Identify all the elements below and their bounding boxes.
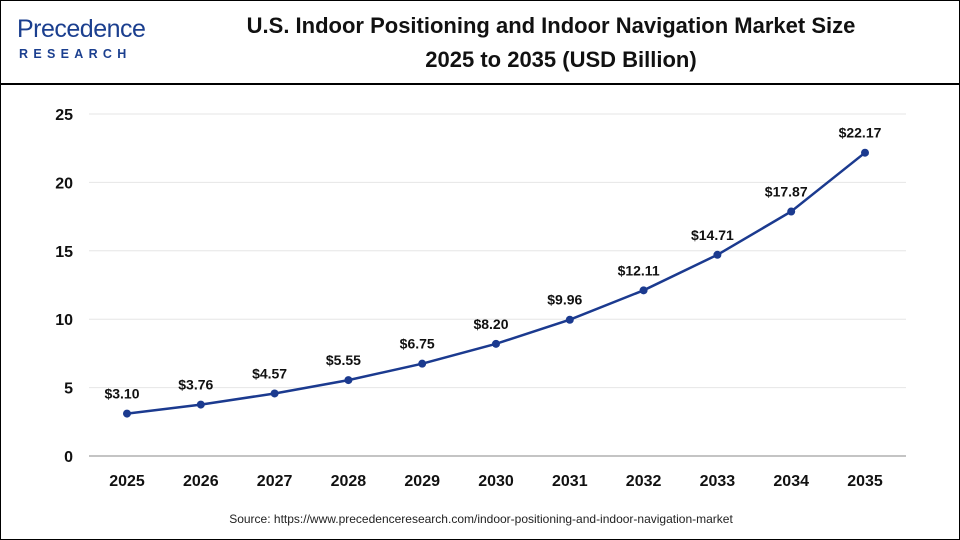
data-point [123,409,131,418]
x-tick-label: 2027 [257,473,293,490]
y-tick-label: 10 [55,312,73,329]
x-tick-label: 2035 [847,473,883,490]
data-label: $17.87 [765,184,808,200]
data-point [861,148,869,157]
x-tick-label: 2025 [109,473,145,490]
header-divider [1,83,959,85]
x-tick-label: 2026 [183,473,219,490]
data-point [565,315,574,324]
data-label: $6.75 [400,336,435,352]
x-tick-label: 2033 [700,473,736,490]
logo-name: Precedence [17,15,146,43]
data-label: $8.20 [473,316,508,332]
y-tick-label: 5 [64,381,73,398]
brand-logo: Precedence RESEARCH [17,15,167,65]
data-label: $4.57 [252,365,287,381]
x-axis-ticks: 2025 2026 2027 2028 2029 2030 2031 2032 2033 2034… [109,473,883,490]
logo-subtitle: RESEARCH [19,47,132,61]
source-note: Source: https://www.precedenceresearch.c… [229,512,733,526]
data-point [787,207,796,216]
y-tick-label: 25 [55,107,73,124]
y-tick-label: 20 [55,175,73,192]
x-tick-label: 2030 [478,473,514,490]
data-point [492,339,500,348]
x-tick-label: 2034 [773,473,809,490]
data-point [196,400,205,409]
y-axis-ticks: 0 5 10 15 20 25 [55,107,73,466]
chart-title-line-2: 2025 to 2035 (USD Billion) [425,47,697,72]
data-label: $5.55 [326,352,361,368]
data-point [344,376,353,385]
x-tick-label: 2032 [626,473,662,490]
data-label: $3.10 [104,386,139,402]
data-label: $3.76 [178,377,213,393]
y-tick-label: 0 [64,449,73,466]
data-label: $14.71 [691,227,734,243]
x-tick-label: 2028 [331,473,367,490]
data-label: $12.11 [618,262,660,278]
data-label: $22.17 [839,125,882,141]
data-label: $9.96 [547,292,582,308]
x-tick-label: 2029 [404,473,440,490]
series-line [126,151,866,415]
data-points [123,148,869,418]
gridlines [89,113,906,389]
data-labels: $3.10 $3.76 $4.57 $5.55 $6.75 $8.20 $9.96 $12.1… [104,125,881,402]
chart-title-line-1: U.S. Indoor Positioning and Indoor Navig… [246,13,856,38]
data-point [713,250,722,259]
y-tick-label: 15 [55,244,73,261]
data-point [639,286,648,295]
x-tick-label: 2031 [552,473,588,490]
data-point [270,389,279,398]
data-point [418,359,427,368]
